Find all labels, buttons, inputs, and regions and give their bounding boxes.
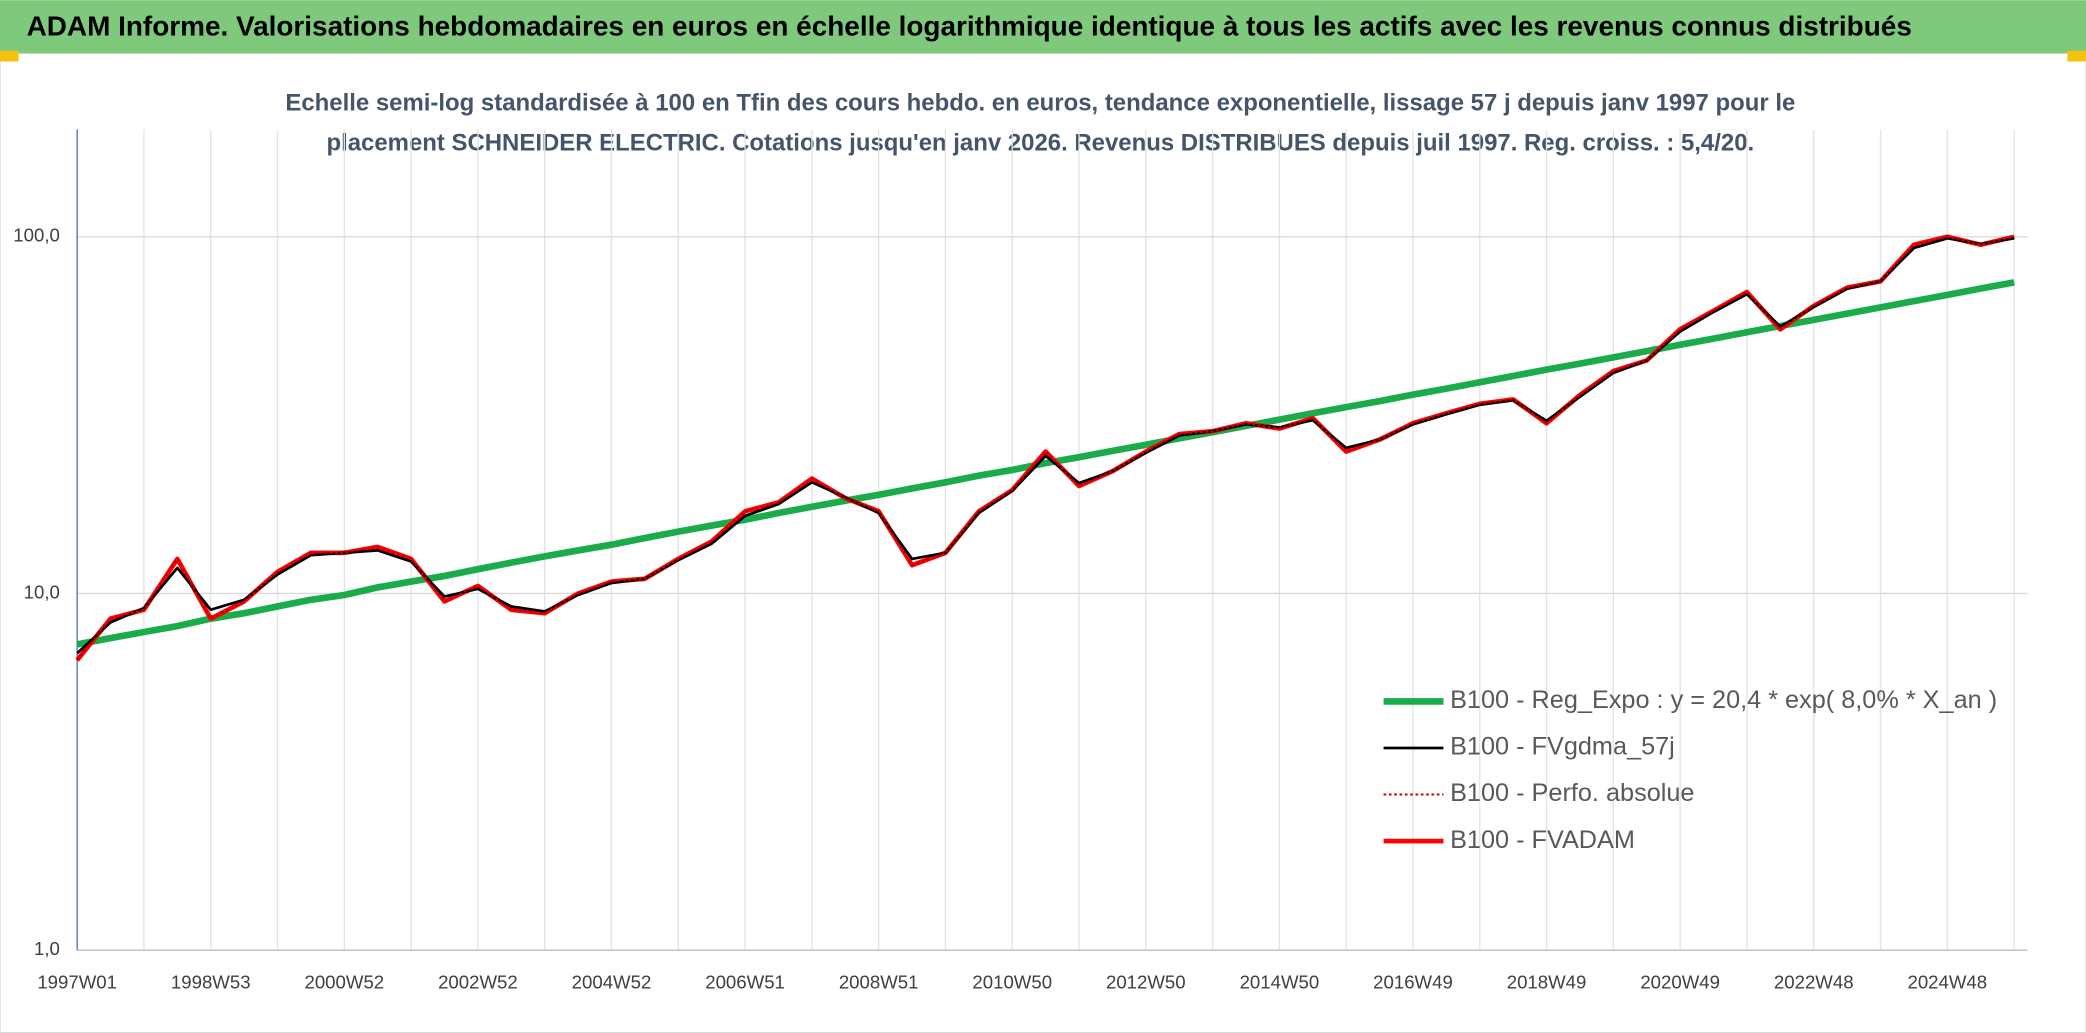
x-tick-label: 2018W49 (1507, 971, 1587, 992)
x-tick-label: 2010W50 (972, 971, 1052, 992)
x-tick-label: 2024W48 (1907, 971, 1987, 992)
x-tick-label: 1997W01 (37, 971, 117, 992)
x-tick-label: 2020W49 (1640, 971, 1720, 992)
x-tick-label: 2000W52 (304, 971, 384, 992)
x-tick-label: 2012W50 (1106, 971, 1186, 992)
y-tick-label: 100,0 (13, 225, 60, 246)
corner (2067, 50, 2086, 62)
y-tick-label: 10,0 (24, 581, 60, 602)
chart-subtitle: Echelle semi-log standardisée à 100 en T… (285, 89, 1795, 116)
x-tick-label: 2004W52 (572, 971, 652, 992)
y-tick-label: 1,0 (34, 938, 60, 959)
x-tick-label: 2014W50 (1240, 971, 1320, 992)
x-tick-label: 2008W51 (839, 971, 919, 992)
legend-label: B100 - Reg_Expo : y = 20,4 * exp( 8,0% *… (1450, 686, 1997, 714)
legend-label: B100 - FVADAM (1450, 826, 1635, 854)
series-line (76, 236, 2015, 655)
x-tick-label: 1998W53 (171, 971, 251, 992)
legend-label: B100 - Perfo. absolue (1450, 779, 1694, 807)
series-line (75, 234, 2015, 662)
x-tick-label: 2002W52 (438, 971, 518, 992)
chart-subtitle: placement SCHNEIDER ELECTRIC. Cotations … (326, 129, 1754, 156)
chart-title: ADAM Informe. Valorisations hebdomadaire… (27, 11, 1912, 42)
series-line (76, 279, 2015, 648)
legend-label: B100 - FVgdma_57j (1450, 733, 1675, 761)
x-tick-label: 2006W51 (705, 971, 785, 992)
header-bar (0, 0, 2086, 54)
corner (0, 50, 19, 62)
x-tick-label: 2016W49 (1373, 971, 1453, 992)
x-tick-label: 2022W48 (1774, 971, 1854, 992)
